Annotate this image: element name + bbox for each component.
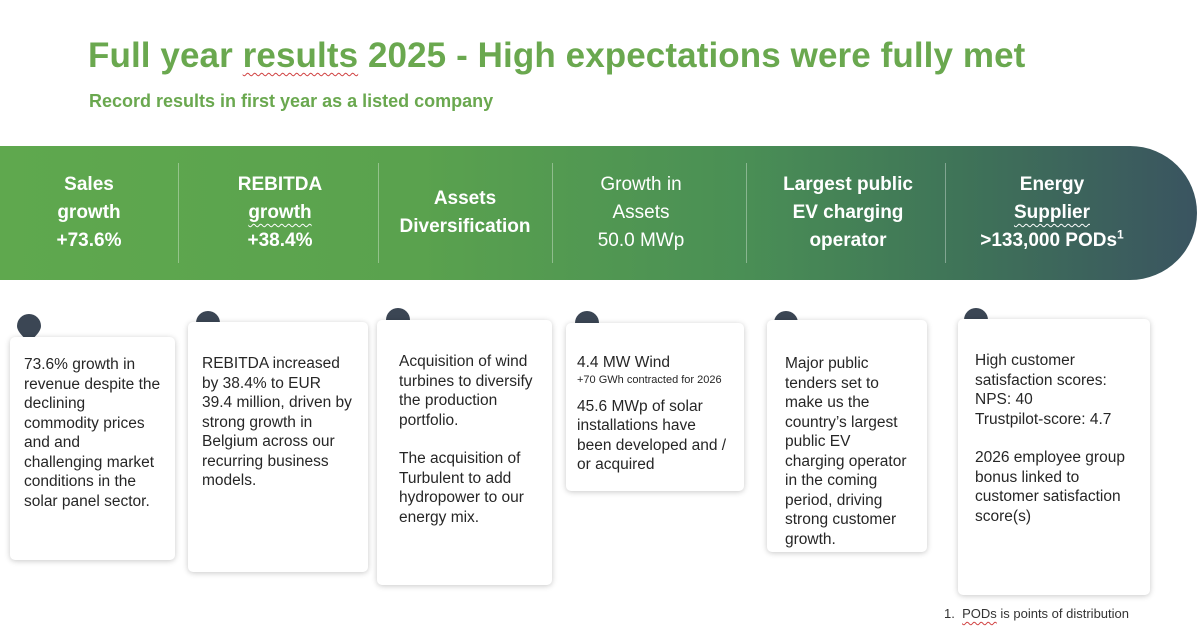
results-banner: Sales growth +73.6% REBITDA growth +38.4… bbox=[0, 146, 1197, 280]
card-text: 2026 employee group bonus linked to cust… bbox=[975, 449, 1125, 525]
banner-text: REBITDA bbox=[237, 174, 323, 195]
banner-growth-in-assets: Growth in Assets 50.0 MWp bbox=[560, 146, 722, 280]
footnote-number: 1. bbox=[944, 606, 955, 621]
card-sales-growth: 73.6% growth in revenue despite the decl… bbox=[10, 337, 175, 560]
card-text: 45.6 MWp of solar installations have bee… bbox=[577, 397, 727, 474]
banner-text: Diversification bbox=[399, 216, 531, 237]
footnote-term: PODs bbox=[962, 606, 997, 621]
card-text: Trustpilot-score: 4.7 bbox=[975, 410, 1112, 428]
title-spellcheck-word: results bbox=[242, 36, 359, 75]
banner-value: 50.0 MWp bbox=[597, 230, 685, 251]
banner-text: growth bbox=[57, 202, 121, 223]
banner-text: EV charging bbox=[792, 202, 904, 223]
card-text: 73.6% growth in revenue despite the decl… bbox=[24, 356, 161, 510]
banner-divider bbox=[552, 163, 553, 263]
card-text: The acquisition of Turbulent to add hydr… bbox=[399, 450, 524, 526]
card-rebitda-growth: REBITDA increased by 38.4% to EUR 39.4 m… bbox=[188, 322, 368, 572]
card-text: NPS: 40 bbox=[975, 391, 1033, 408]
card-text: Acquisition of wind turbines to diversif… bbox=[399, 353, 533, 429]
card-ev-charging: Major public tenders set to make us the … bbox=[767, 320, 927, 552]
banner-divider bbox=[945, 163, 946, 263]
banner-divider bbox=[746, 163, 747, 263]
banner-value: >133,000 PODs bbox=[980, 230, 1118, 251]
banner-text: Growth in bbox=[600, 174, 682, 195]
banner-divider bbox=[178, 163, 179, 263]
banner-text: operator bbox=[809, 230, 887, 251]
card-growth-in-assets: 4.4 MW Wind +70 GWh contracted for 2026 … bbox=[566, 323, 744, 491]
card-assets-diversification: Acquisition of wind turbines to diversif… bbox=[377, 320, 552, 585]
banner-text: Assets bbox=[433, 188, 497, 209]
banner-text: Assets bbox=[612, 202, 670, 223]
banner-text: growth bbox=[248, 202, 312, 223]
banner-text: Supplier bbox=[1013, 202, 1090, 223]
card-text: High customer satisfaction scores: bbox=[975, 352, 1107, 389]
card-small-text: +70 GWh contracted for 2026 bbox=[577, 373, 722, 386]
banner-sales-growth: Sales growth +73.6% bbox=[14, 146, 164, 280]
banner-text: Energy bbox=[1019, 174, 1085, 195]
banner-divider bbox=[378, 163, 379, 263]
banner-value: +38.4% bbox=[247, 230, 313, 251]
map-pin-icon bbox=[17, 314, 41, 342]
banner-ev-charging: Largest public EV charging operator bbox=[752, 146, 944, 280]
card-energy-supplier: High customer satisfaction scores: NPS: … bbox=[958, 319, 1150, 595]
card-text: Major public tenders set to make us the … bbox=[785, 355, 907, 548]
banner-value: +73.6% bbox=[56, 230, 122, 251]
banner-assets-diversification: Assets Diversification bbox=[382, 146, 548, 280]
banner-rebitda-growth: REBITDA growth +38.4% bbox=[190, 146, 370, 280]
banner-text: Sales bbox=[64, 174, 114, 195]
footnote-marker: 1 bbox=[1117, 227, 1124, 242]
slide-title: Full year results 2025 - High expectatio… bbox=[88, 36, 1026, 75]
banner-energy-supplier: Energy Supplier >133,000 PODs1 bbox=[952, 146, 1152, 280]
footnote-text: is points of distribution bbox=[996, 606, 1129, 621]
banner-text: Largest public bbox=[783, 174, 913, 195]
slide-subtitle: Record results in first year as a listed… bbox=[89, 91, 494, 111]
footnote: 1. PODs is points of distribution bbox=[944, 606, 1129, 621]
card-text: 4.4 MW Wind bbox=[577, 354, 671, 371]
card-text: REBITDA increased by 38.4% to EUR 39.4 m… bbox=[202, 355, 352, 489]
